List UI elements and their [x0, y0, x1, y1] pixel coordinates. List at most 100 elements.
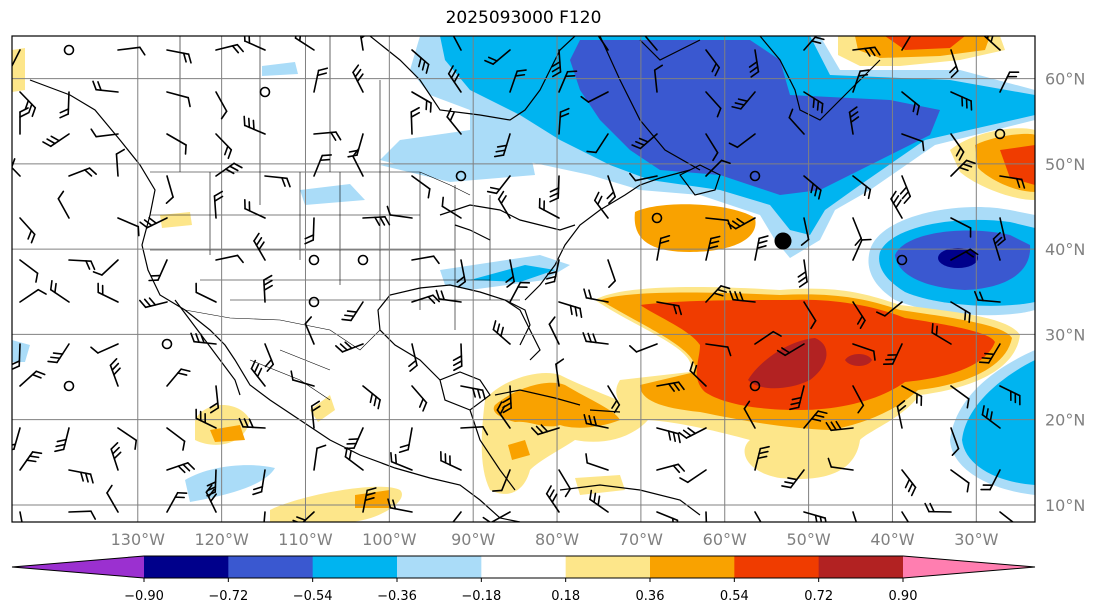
- wind-barb: [313, 131, 342, 141]
- wind-barb: [545, 485, 560, 513]
- wind-barb: [931, 322, 952, 345]
- wind-barb: [950, 301, 971, 324]
- wind-barb: [440, 450, 462, 471]
- wind-barb: [558, 107, 570, 135]
- wind-barb: [538, 197, 560, 219]
- wind-barb: [460, 426, 489, 436]
- wind-barb: [586, 133, 609, 154]
- wind-barb: [252, 469, 266, 496]
- colorbar-tick-label: 0.72: [804, 589, 833, 604]
- wind-barb: [980, 469, 1001, 491]
- wind-barb: [313, 154, 332, 177]
- wind-barb: [558, 301, 583, 319]
- wind-barb: [449, 36, 462, 51]
- wind-barb: [950, 248, 979, 261]
- wind-barbs: [12, 36, 1026, 522]
- wind-barb: [497, 190, 511, 219]
- neg-region-tropics-mid: [962, 360, 1035, 485]
- pos-region-misc-mid: [210, 425, 390, 508]
- wind-barb: [341, 301, 364, 322]
- wind-barb: [410, 106, 421, 135]
- wind-barb: [165, 175, 174, 204]
- wind-barb: [19, 451, 43, 471]
- wind-barb: [705, 285, 731, 303]
- wind-barb: [398, 427, 413, 454]
- colorbar-tick-label: −0.36: [377, 589, 417, 604]
- wind-barb: [435, 289, 462, 303]
- wind-barb: [263, 274, 273, 303]
- wind-barb: [997, 217, 1006, 246]
- colorbar-segment: [144, 556, 229, 578]
- wind-barb: [882, 343, 903, 365]
- wind-barb: [642, 36, 658, 51]
- wind-barb: [90, 343, 119, 354]
- coastlines: [29, 36, 881, 522]
- wind-barb: [827, 457, 854, 471]
- wind-barb: [852, 217, 863, 246]
- wind-barb: [117, 46, 146, 56]
- lon-label: 100°W: [362, 530, 417, 549]
- colorbar-segment: [818, 556, 904, 578]
- wind-barb: [825, 420, 854, 432]
- wind-barb: [411, 385, 428, 412]
- wind-barb: [509, 69, 527, 93]
- wind-barb: [901, 36, 915, 51]
- colorbar-segment: [228, 556, 314, 578]
- wind-barb: [92, 80, 119, 93]
- wind-barb: [781, 469, 805, 489]
- wind-barb: [505, 259, 515, 288]
- wind-barb: [352, 64, 364, 93]
- lon-label: 30°W: [954, 530, 998, 549]
- wind-barb: [492, 320, 511, 345]
- colorbar-labels: −0.90 −0.72 −0.54 −0.36 −0.18 0.18 0.36 0.54 0.7…: [124, 578, 917, 604]
- lat-label: 60°N: [1045, 70, 1085, 89]
- wind-barb: [195, 282, 217, 303]
- wind-barb: [548, 316, 560, 345]
- wind-barb: [308, 296, 320, 308]
- wind-barb: [19, 370, 46, 387]
- lon-label: 120°W: [194, 530, 249, 549]
- wind-barb: [166, 491, 188, 513]
- colorbar-extend-min: [12, 556, 144, 578]
- wind-barb: [57, 190, 70, 219]
- wind-barb: [68, 167, 97, 177]
- lat-label: 20°N: [1045, 411, 1085, 430]
- lat-label: 50°N: [1045, 155, 1085, 174]
- wind-barb: [558, 469, 572, 498]
- wind-barb: [656, 301, 683, 316]
- wind-barb: [304, 316, 315, 345]
- wind-barb: [411, 49, 430, 74]
- colorbar-extend-max: [903, 556, 1035, 578]
- wind-barb: [205, 484, 217, 513]
- colorbar-tick-label: −0.72: [208, 589, 248, 604]
- wind-barb: [729, 290, 756, 303]
- wind-barb: [19, 511, 25, 522]
- wind-barb: [852, 238, 872, 261]
- wind-barb: [743, 400, 756, 429]
- wind-barb: [441, 196, 462, 219]
- wind-barb: [215, 91, 228, 120]
- wind-barb: [390, 452, 413, 471]
- wind-barb: [901, 133, 925, 152]
- wind-barb: [901, 511, 915, 522]
- wind-barb: [215, 43, 244, 54]
- wind-barb: [148, 259, 168, 282]
- wind-barb: [259, 86, 271, 98]
- wind-barb: [386, 205, 413, 219]
- wind-barb: [63, 44, 75, 56]
- wind-barb: [583, 288, 609, 303]
- colorbar-segment: [481, 556, 567, 578]
- wind-barb: [890, 190, 903, 219]
- wind-barb: [54, 427, 70, 453]
- lat-label: 30°N: [1045, 325, 1085, 344]
- wind-barb: [999, 385, 1021, 406]
- wind-barb: [195, 408, 217, 429]
- wind-barb: [166, 49, 192, 64]
- longitude-labels: 130°W 120°W 110°W 100°W 90°W 80°W 70°W 60°W 50°W…: [111, 530, 999, 549]
- wind-barb: [411, 175, 431, 199]
- colorbar-segment: [312, 556, 398, 578]
- wind-barb: [59, 91, 70, 119]
- wind-barb: [109, 358, 121, 387]
- lon-label: 90°W: [451, 530, 495, 549]
